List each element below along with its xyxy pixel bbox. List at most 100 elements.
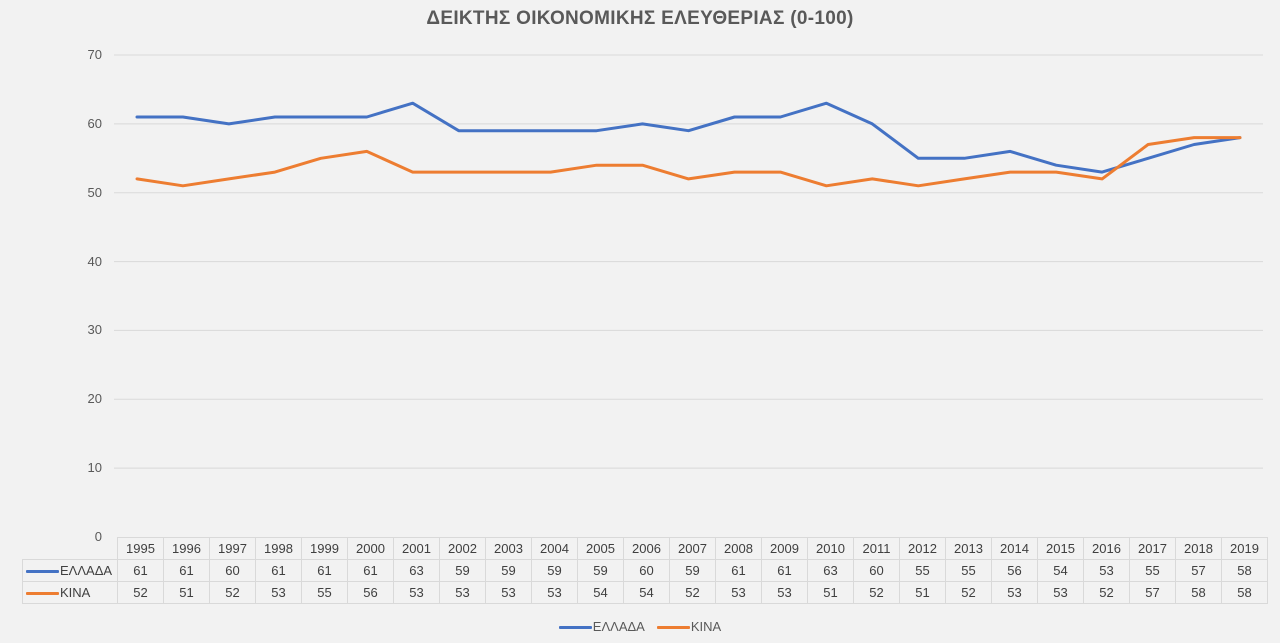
table-cell: 61 (301, 559, 348, 582)
table-cell: 55 (899, 559, 946, 582)
table-cell: 52 (117, 581, 164, 604)
table-cell: 55 (301, 581, 348, 604)
category-label: 2016 (1083, 537, 1130, 560)
table-cell: 53 (761, 581, 808, 604)
y-tick-label: 20 (87, 391, 102, 407)
category-label: 2012 (899, 537, 946, 560)
table-row: ΕΛΛΑΔΑ 61 61 60 61 61 61 63 59 59 59 59 60 59 61 61 63 60… (22, 559, 1268, 582)
legend: ΕΛΛΑΔΑ ΚΙΝΑ (0, 619, 1280, 634)
table-cell: 61 (117, 559, 164, 582)
category-label: 2015 (1037, 537, 1084, 560)
category-label: 2011 (853, 537, 900, 560)
category-label: 1998 (255, 537, 302, 560)
category-label: 1995 (117, 537, 164, 560)
table-row: ΚΙΝΑ 52 51 52 53 55 56 53 53 53 53 54 54 52 53 53 51 52 51… (22, 581, 1268, 604)
table-cell: 59 (577, 559, 624, 582)
table-cell: 55 (945, 559, 992, 582)
table-cell: 53 (485, 581, 532, 604)
table-cell: 53 (393, 581, 440, 604)
table-cell: 56 (347, 581, 394, 604)
table-cell: 61 (347, 559, 394, 582)
table-cell: 59 (669, 559, 716, 582)
category-label: 2004 (531, 537, 578, 560)
legend-key-icon (656, 626, 690, 630)
category-label: 2019 (1221, 537, 1268, 560)
table-cell: 51 (807, 581, 854, 604)
table-cell: 52 (209, 581, 256, 604)
series-label: ΚΙΝΑ (22, 581, 118, 604)
category-label: 2014 (991, 537, 1038, 560)
table-cell: 58 (1221, 581, 1268, 604)
table-cell: 53 (991, 581, 1038, 604)
y-tick-label: 70 (87, 47, 102, 62)
table-cell: 54 (623, 581, 670, 604)
table-cell: 63 (393, 559, 440, 582)
table-cell: 59 (485, 559, 532, 582)
table-cell: 56 (991, 559, 1038, 582)
table-cell: 53 (255, 581, 302, 604)
legend-item: ΚΙΝΑ (656, 619, 722, 634)
table-cell: 61 (715, 559, 762, 582)
category-label: 1996 (163, 537, 210, 560)
y-tick-label: 30 (87, 322, 102, 338)
table-cell: 52 (945, 581, 992, 604)
table-cell: 57 (1129, 581, 1176, 604)
category-label: 2006 (623, 537, 670, 560)
table-cell: 60 (209, 559, 256, 582)
y-tick-label: 50 (87, 184, 102, 200)
table-cell: 61 (163, 559, 210, 582)
table-header-row: 1995 1996 1997 1998 1999 2000 2001 2002 2003 2004… (23, 537, 1268, 560)
table-cell: 53 (1037, 581, 1084, 604)
series-label: ΕΛΛΑΔΑ (22, 559, 118, 582)
table-cell: 54 (1037, 559, 1084, 582)
table-cell: 53 (1083, 559, 1130, 582)
category-label: 1999 (301, 537, 348, 560)
table-cell: 58 (1175, 581, 1222, 604)
table-cell: 59 (531, 559, 578, 582)
table-cell: 51 (899, 581, 946, 604)
table-cell: 58 (1221, 559, 1268, 582)
category-label: 2001 (393, 537, 440, 560)
y-tick-label: 40 (87, 253, 102, 269)
y-tick-label: 60 (87, 115, 102, 131)
table-cell: 55 (1129, 559, 1176, 582)
table-cell: 59 (439, 559, 486, 582)
category-label: 1997 (209, 537, 256, 560)
chart-title: ΔΕΙΚΤΗΣ ΟΙΚΟΝΟΜΙΚΗΣ ΕΛΕΥΘΕΡΙΑΣ (0-100) (426, 8, 854, 29)
category-label: 2018 (1175, 537, 1222, 560)
legend-key-icon (26, 592, 59, 596)
legend-key-icon (26, 570, 59, 574)
table-cell: 60 (853, 559, 900, 582)
category-label: 2009 (761, 537, 808, 560)
y-tick-label: 0 (94, 529, 102, 544)
table-cell: 61 (761, 559, 808, 582)
category-label: 2000 (347, 537, 394, 560)
category-label: 2005 (577, 537, 624, 560)
table-cell: 60 (623, 559, 670, 582)
category-label: 2002 (439, 537, 486, 560)
table-cell: 53 (531, 581, 578, 604)
category-label: 2010 (807, 537, 854, 560)
category-label: 2003 (485, 537, 532, 560)
series-line (135, 101, 1242, 174)
category-label: 2007 (669, 537, 716, 560)
legend-item: ΕΛΛΑΔΑ (558, 619, 645, 634)
legend-label: ΕΛΛΑΔΑ (592, 619, 645, 634)
series-line (135, 136, 1242, 188)
category-label: 2013 (945, 537, 992, 560)
table-cell: 52 (669, 581, 716, 604)
table-cell: 52 (853, 581, 900, 604)
y-tick-label: 10 (87, 460, 102, 476)
legend-label: ΚΙΝΑ (690, 619, 722, 634)
table-cell: 61 (255, 559, 302, 582)
table-cell: 51 (163, 581, 210, 604)
table-cell: 63 (807, 559, 854, 582)
table-cell: 52 (1083, 581, 1130, 604)
category-label: 2008 (715, 537, 762, 560)
data-table: 1995 1996 1997 1998 1999 2000 2001 2002 2003 2004… (22, 537, 1268, 604)
table-cell: 54 (577, 581, 624, 604)
table-cell: 57 (1175, 559, 1222, 582)
table-cell: 53 (439, 581, 486, 604)
table-cell: 53 (715, 581, 762, 604)
